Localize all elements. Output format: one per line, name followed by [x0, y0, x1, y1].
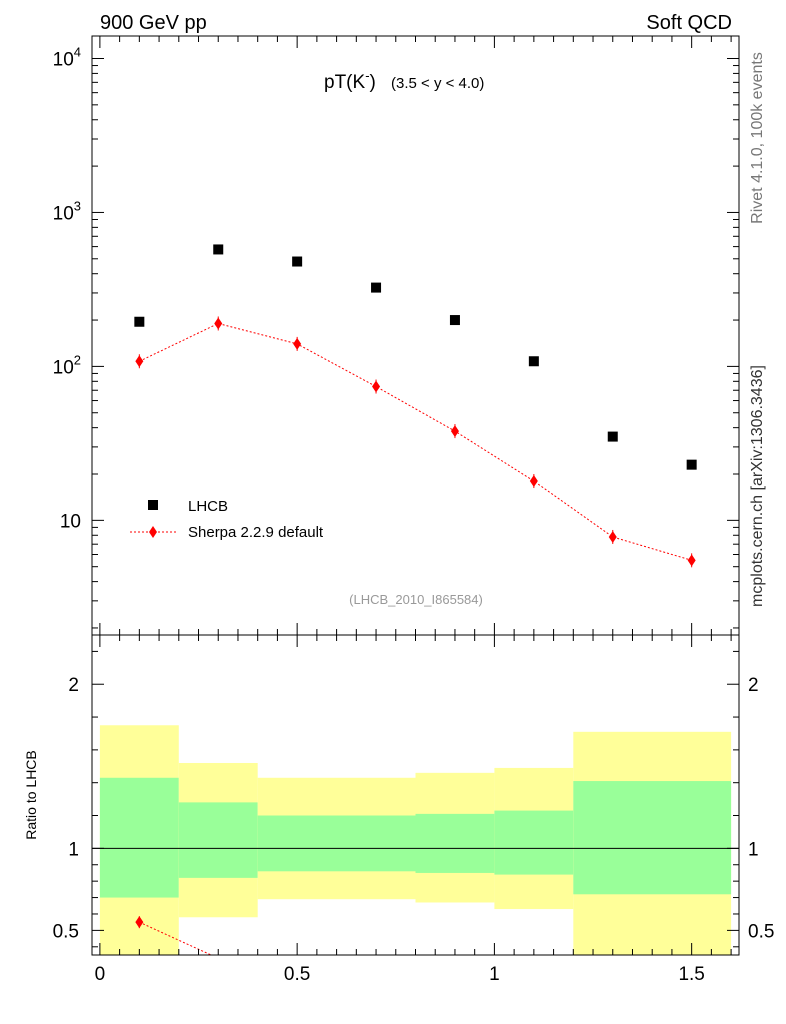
mc-point [529, 475, 538, 488]
mc-point [293, 337, 302, 350]
header-right: Soft QCD [646, 12, 732, 34]
ratio-band-inner [99, 777, 179, 898]
chart-title-main: pT(K [324, 72, 366, 93]
ratio-y-tick-labels: 0.5 0.5 1 1 2 2 [53, 675, 775, 942]
ratio-frame [91, 634, 740, 956]
mc-point [372, 380, 381, 393]
main-y-tick-label-base: 10 [53, 49, 74, 70]
main-y-tick-label-base: 10 [60, 511, 81, 532]
data-point [134, 316, 145, 327]
main-y-tick-label-exp: 4 [74, 44, 81, 59]
chart-subtitle: (3.5 < y < 4.0) [391, 75, 484, 92]
data-point [213, 244, 224, 255]
main-y-tick-label-base: 10 [53, 357, 74, 378]
ratio-band-inner [494, 810, 574, 875]
legend-lhcb-marker [148, 500, 158, 510]
main-y-tick-label: 103 [53, 198, 81, 224]
header-left: 900 GeV pp [100, 12, 207, 34]
legend-lhcb-label: LHCB [188, 498, 228, 515]
ratio-y-tick-label-right: 1 [748, 839, 759, 860]
x-tick-label: 1.5 [678, 964, 704, 985]
analysis-id: (LHCB_2010_I865584) [349, 592, 483, 607]
main-y-tick-label: 102 [53, 352, 81, 378]
chart-title-close: ) [370, 72, 376, 93]
data-point [292, 256, 303, 267]
data-point [449, 315, 460, 326]
x-tick-label: 0 [95, 964, 106, 985]
ratio-mc-series [135, 916, 212, 956]
mc-point [687, 554, 696, 567]
chart-title-sup: - [365, 68, 369, 83]
x-tick-labels: 0 0.5 1 1.5 [95, 964, 705, 985]
ratio-band-inner [573, 781, 732, 895]
ratio-y-tick-label: 2 [68, 675, 79, 696]
ratio-band-inner [178, 802, 258, 878]
main-y-tick-label-exp: 3 [74, 198, 81, 213]
mc-point [135, 355, 144, 368]
x-tick-label: 0.5 [284, 964, 310, 985]
ratio-y-tick-label-right: 0.5 [748, 921, 774, 942]
ratio-y-tick-label: 0.5 [53, 921, 79, 942]
ratio-band-inner [415, 813, 495, 873]
mcplots-label: mcplots.cern.ch [arXiv:1306.3436] [749, 365, 766, 607]
data-point [528, 356, 539, 367]
x-tick-label: 1 [489, 964, 500, 985]
main-y-tick-label: 104 [53, 44, 81, 70]
ratio-bands [99, 725, 732, 955]
ratio-mc-point [135, 916, 144, 929]
mc-point [608, 530, 617, 543]
main-axis-ticks [92, 36, 739, 635]
data-series-markers [134, 244, 697, 470]
legend-sherpa-label: Sherpa 2.2.9 default [188, 524, 324, 541]
legend-sherpa-marker [149, 526, 157, 538]
rivet-label: Rivet 4.1.0, 100k events [749, 52, 766, 224]
ratio-axis-ticks [92, 635, 739, 955]
main-y-tick-label: 10 [60, 511, 81, 532]
mc-point [214, 317, 223, 330]
ratio-y-tick-label-right: 2 [748, 675, 759, 696]
data-point [371, 282, 382, 293]
mc-series-markers [135, 316, 696, 568]
main-y-tick-label-exp: 2 [74, 352, 81, 367]
ratio-band-inner [257, 815, 416, 872]
mc-line [139, 322, 692, 561]
chart-title: pT(K-) [324, 68, 376, 93]
ratio-mc-line [139, 921, 212, 956]
data-point [686, 459, 697, 470]
mc-series-line [139, 322, 692, 561]
main-y-tick-label-base: 10 [53, 203, 74, 224]
legend: LHCB Sherpa 2.2.9 default [130, 498, 324, 541]
ratio-y-tick-label: 1 [68, 839, 79, 860]
mc-point [450, 425, 459, 438]
data-point [607, 431, 618, 442]
ratio-ylabel: Ratio to LHCB [23, 750, 39, 839]
